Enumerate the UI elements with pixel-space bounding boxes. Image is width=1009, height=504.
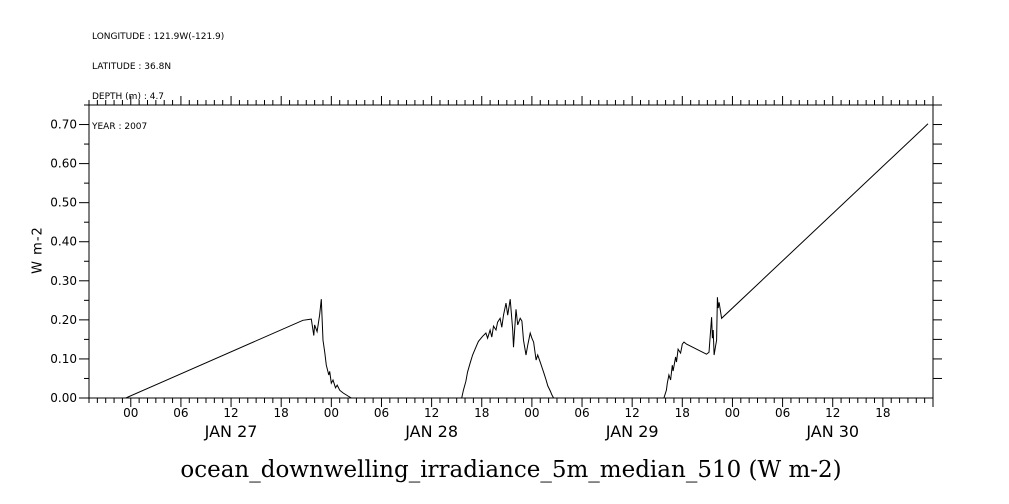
day-label: JAN 29 <box>605 422 659 441</box>
y-axis-ticks <box>79 104 942 399</box>
hour-tick-label: 18 <box>875 406 890 420</box>
hour-tick-label: 06 <box>574 406 589 420</box>
header-depth: DEPTH (m) : 4.7 <box>92 92 165 102</box>
hour-tick-label: 00 <box>725 406 740 420</box>
y-tick-label: 0.40 <box>50 235 77 249</box>
hour-tick-label: 00 <box>123 406 138 420</box>
y-tick-label: 0.20 <box>50 313 77 327</box>
hour-tick-label: 06 <box>173 406 188 420</box>
y-axis-title: W m-2 <box>30 226 46 274</box>
day-label: JAN 28 <box>404 422 458 441</box>
plot-frame <box>88 104 934 399</box>
header-info: LONGITUDE : 121.9W(-121.9) LATITUDE : 36… <box>92 12 224 152</box>
y-tick-label: 0.00 <box>50 391 77 405</box>
hour-tick-label: 18 <box>474 406 489 420</box>
y-tick-label: 0.50 <box>50 196 77 210</box>
hour-tick-label: 12 <box>825 406 840 420</box>
hour-tick-label: 00 <box>324 406 339 420</box>
chart-title: ocean_downwelling_irradiance_5m_median_5… <box>180 457 842 483</box>
hour-tick-label: 06 <box>775 406 790 420</box>
y-tick-label: 0.60 <box>50 157 77 171</box>
y-tick-label: 0.10 <box>50 352 77 366</box>
y-tick-label: 0.70 <box>50 118 77 132</box>
hour-tick-label: 18 <box>274 406 289 420</box>
day-label: JAN 27 <box>204 422 258 441</box>
hour-tick-label: 12 <box>223 406 238 420</box>
hour-tick-label: 12 <box>625 406 640 420</box>
header-longitude: LONGITUDE : 121.9W(-121.9) <box>92 32 225 42</box>
header-latitude: LATITUDE : 36.8N <box>92 62 172 72</box>
x-axis-labels: 00 06 12 18 00 06 12 18 00 06 12 18 00 06 12 18 <box>123 406 890 420</box>
data-line <box>125 123 929 399</box>
hour-tick-label: 06 <box>374 406 389 420</box>
day-label: JAN 30 <box>805 422 859 441</box>
x-axis-ticks <box>88 96 934 407</box>
y-tick-label: 0.30 <box>50 274 77 288</box>
day-labels: JAN 27 JAN 28 JAN 29 JAN 30 <box>204 422 859 441</box>
hour-tick-label: 18 <box>675 406 690 420</box>
hour-tick-label: 00 <box>524 406 539 420</box>
y-axis-labels: 0.00 0.10 0.20 0.30 0.40 0.50 0.60 0.70 <box>50 118 77 405</box>
header-year: YEAR : 2007 <box>92 122 148 132</box>
hour-tick-label: 12 <box>424 406 439 420</box>
